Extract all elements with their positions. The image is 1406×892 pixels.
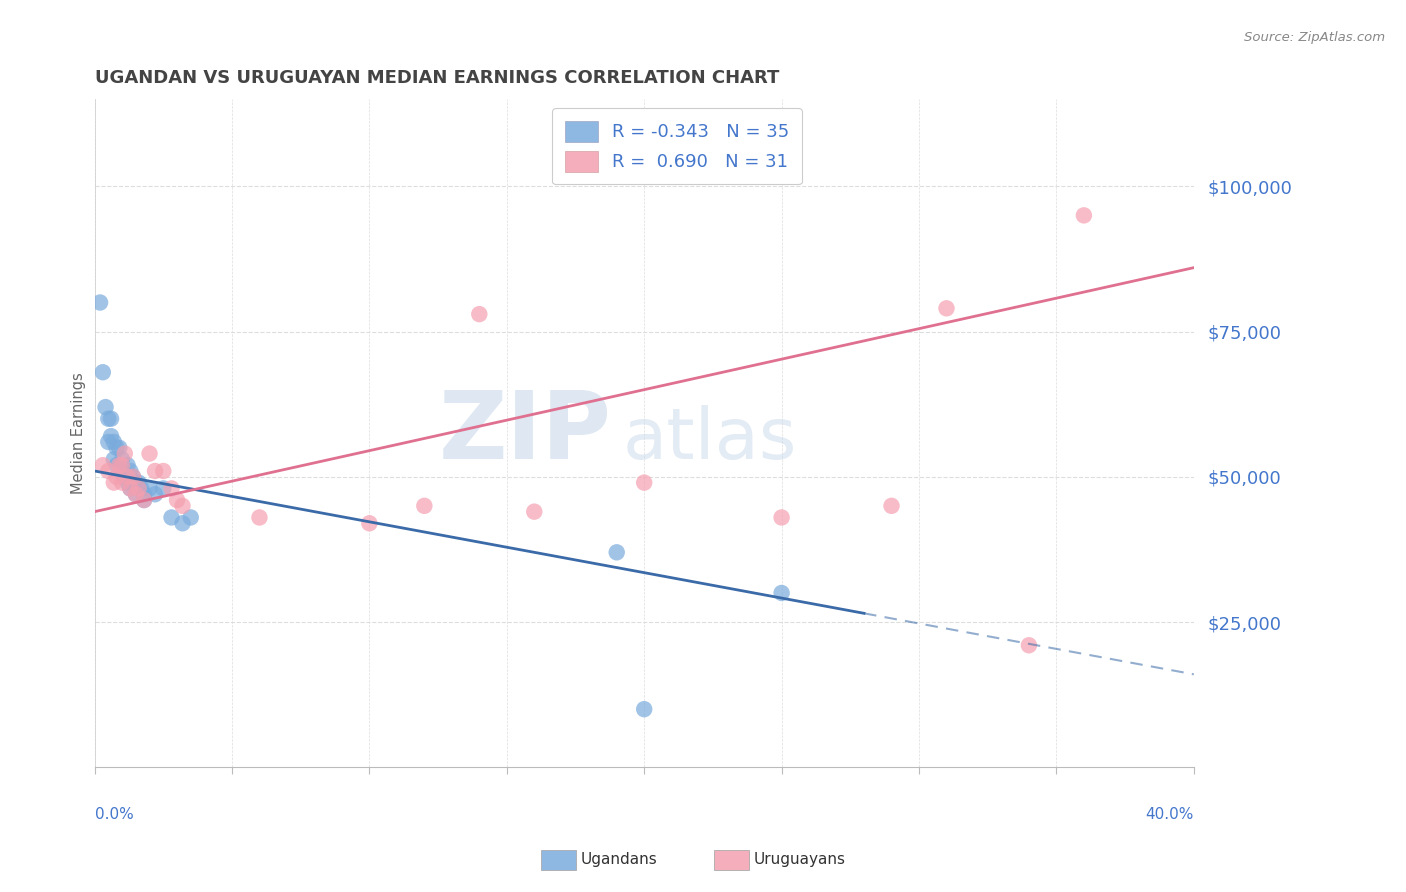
Point xyxy=(117,458,139,473)
Point xyxy=(94,400,117,414)
Text: atlas: atlas xyxy=(623,405,797,475)
Point xyxy=(152,482,174,496)
Point xyxy=(132,493,155,508)
Text: Source: ZipAtlas.com: Source: ZipAtlas.com xyxy=(1244,31,1385,45)
Point xyxy=(172,516,194,531)
Point xyxy=(633,702,655,716)
Point xyxy=(105,470,128,484)
Point xyxy=(120,482,142,496)
Point xyxy=(111,475,134,490)
Point xyxy=(117,475,139,490)
Point xyxy=(117,470,139,484)
Point xyxy=(89,295,111,310)
Point xyxy=(143,487,166,501)
Point xyxy=(172,499,194,513)
Text: Ugandans: Ugandans xyxy=(581,853,658,867)
Text: Uruguayans: Uruguayans xyxy=(754,853,845,867)
Legend: R = -0.343   N = 35, R =  0.690   N = 31: R = -0.343 N = 35, R = 0.690 N = 31 xyxy=(553,108,801,185)
Point xyxy=(180,510,202,524)
Point xyxy=(97,464,120,478)
Text: ZIP: ZIP xyxy=(439,387,612,479)
Point xyxy=(160,510,183,524)
Point xyxy=(468,307,491,321)
Point xyxy=(160,482,183,496)
Point xyxy=(166,493,188,508)
Point xyxy=(97,411,120,425)
Point xyxy=(122,470,145,484)
Point xyxy=(125,487,148,501)
Point xyxy=(108,458,131,473)
Point xyxy=(120,482,142,496)
Point xyxy=(125,475,148,490)
Point xyxy=(138,446,160,460)
Point xyxy=(143,464,166,478)
Point xyxy=(114,446,136,460)
Point xyxy=(103,434,125,449)
Point xyxy=(122,470,145,484)
Point xyxy=(103,475,125,490)
Point xyxy=(132,493,155,508)
Point xyxy=(125,487,148,501)
Point xyxy=(111,464,134,478)
Point xyxy=(152,464,174,478)
Point xyxy=(129,482,152,496)
Point xyxy=(132,487,155,501)
Point xyxy=(1018,638,1040,652)
Point xyxy=(138,482,160,496)
Point xyxy=(1073,208,1095,222)
Text: 40.0%: 40.0% xyxy=(1146,807,1194,822)
Point xyxy=(100,411,122,425)
Point xyxy=(91,458,114,473)
Point xyxy=(105,458,128,473)
Point xyxy=(114,470,136,484)
Point xyxy=(523,505,546,519)
Point xyxy=(120,464,142,478)
Point xyxy=(413,499,436,513)
Y-axis label: Median Earnings: Median Earnings xyxy=(72,372,86,494)
Point xyxy=(128,482,150,496)
Text: UGANDAN VS URUGUAYAN MEDIAN EARNINGS CORRELATION CHART: UGANDAN VS URUGUAYAN MEDIAN EARNINGS COR… xyxy=(94,69,779,87)
Point xyxy=(105,441,128,455)
Point xyxy=(359,516,381,531)
Point xyxy=(606,545,628,559)
Point xyxy=(880,499,903,513)
Text: 0.0%: 0.0% xyxy=(94,807,134,822)
Point xyxy=(111,458,134,473)
Point xyxy=(935,301,957,316)
Point xyxy=(103,452,125,467)
Point xyxy=(97,434,120,449)
Point xyxy=(249,510,271,524)
Point xyxy=(100,429,122,443)
Point xyxy=(770,510,793,524)
Point xyxy=(91,365,114,379)
Point xyxy=(111,452,134,467)
Point xyxy=(633,475,655,490)
Point xyxy=(770,586,793,600)
Point xyxy=(128,475,150,490)
Point xyxy=(108,441,131,455)
